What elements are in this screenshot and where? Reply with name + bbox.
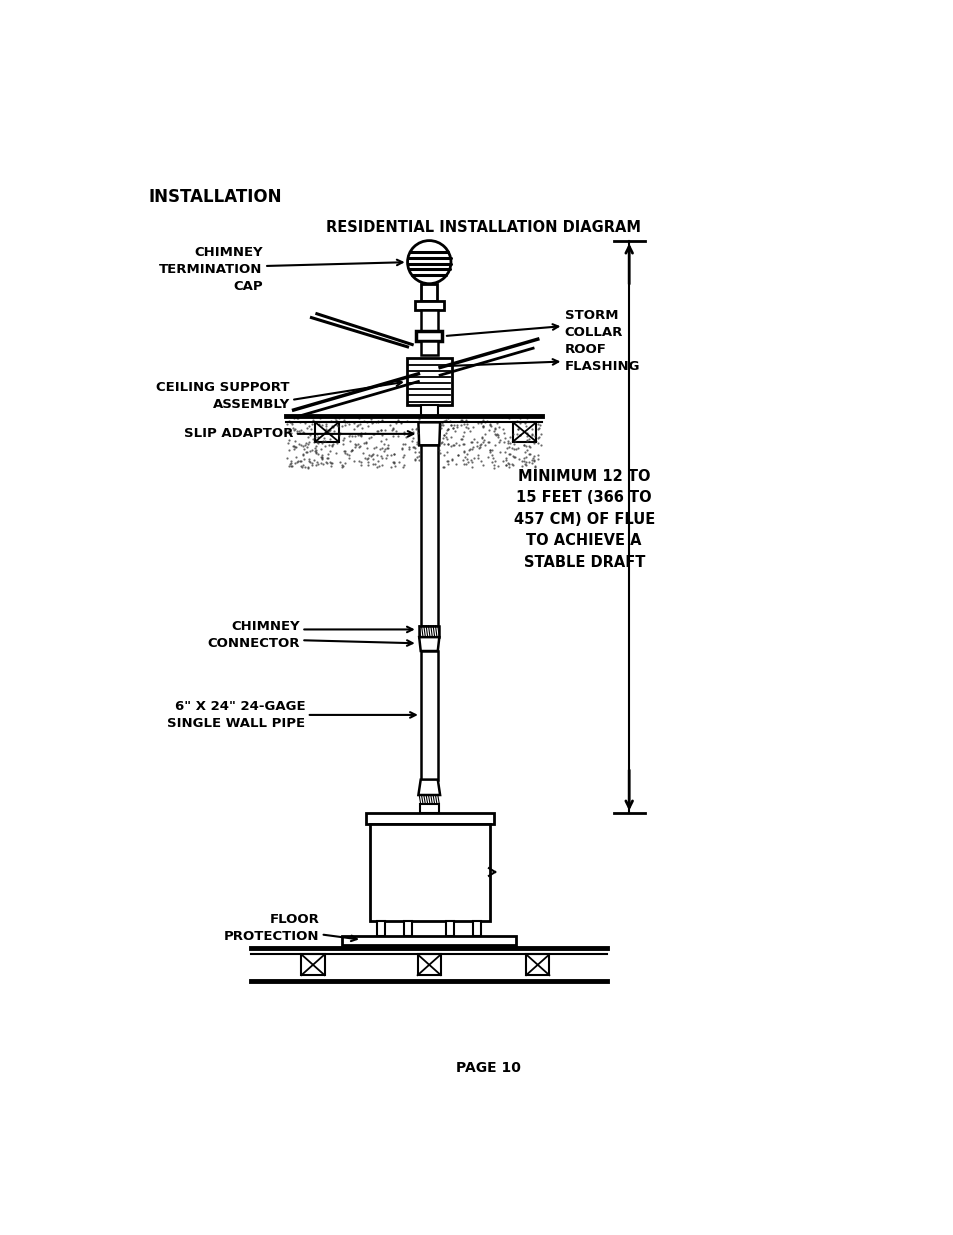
Text: SLIP ADAPTOR: SLIP ADAPTOR	[184, 427, 294, 441]
Text: INSTALLATION: INSTALLATION	[149, 188, 282, 206]
Bar	[415, 300, 443, 310]
Text: CHIMNEY
TERMINATION
CAP: CHIMNEY TERMINATION CAP	[159, 246, 262, 294]
Text: ROOF
FLASHING: ROOF FLASHING	[564, 343, 639, 373]
Bar	[315, 422, 338, 442]
Bar	[406, 358, 452, 405]
Bar	[420, 446, 437, 626]
Circle shape	[407, 241, 451, 284]
Bar	[369, 824, 489, 920]
Text: 6" X 24" 24-GAGE
SINGLE WALL PIPE: 6" X 24" 24-GAGE SINGLE WALL PIPE	[167, 700, 305, 730]
Bar	[420, 405, 437, 416]
Bar	[473, 920, 480, 936]
Bar	[420, 310, 437, 331]
Text: FLOOR
PROTECTION: FLOOR PROTECTION	[223, 913, 319, 944]
Polygon shape	[418, 637, 439, 651]
Bar	[420, 651, 437, 779]
Text: MINIMUM 12 TO
15 FEET (366 TO
457 CM) OF FLUE
TO ACHIEVE A
STABLE DRAFT: MINIMUM 12 TO 15 FEET (366 TO 457 CM) OF…	[513, 468, 654, 571]
Bar	[301, 955, 324, 976]
Bar	[513, 422, 536, 442]
Text: CEILING SUPPORT
ASSEMBLY: CEILING SUPPORT ASSEMBLY	[156, 382, 290, 411]
Bar	[446, 920, 454, 936]
Bar	[419, 804, 438, 814]
Bar	[342, 936, 516, 945]
Bar	[377, 920, 385, 936]
Text: RESIDENTIAL INSTALLATION DIAGRAM: RESIDENTIAL INSTALLATION DIAGRAM	[326, 220, 640, 235]
Polygon shape	[418, 779, 439, 795]
Bar	[416, 331, 442, 341]
Bar	[417, 955, 440, 976]
Bar	[421, 284, 436, 300]
Text: CHIMNEY
CONNECTOR: CHIMNEY CONNECTOR	[207, 620, 299, 650]
Text: PAGE 10: PAGE 10	[456, 1061, 521, 1076]
Bar	[418, 626, 439, 637]
Bar	[404, 920, 412, 936]
Polygon shape	[418, 422, 439, 446]
Bar	[420, 341, 437, 354]
Bar	[525, 955, 549, 976]
Bar	[365, 814, 493, 824]
Text: STORM
COLLAR: STORM COLLAR	[564, 309, 622, 338]
